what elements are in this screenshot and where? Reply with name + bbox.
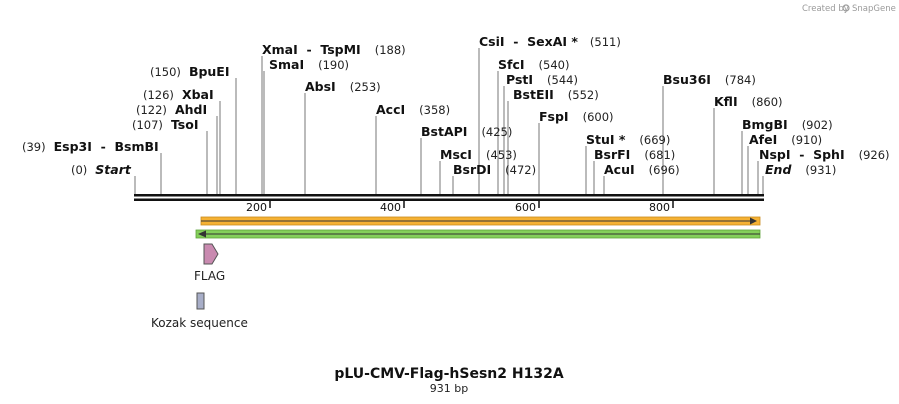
site-nspi-sphi[interactable]: NspI - SphI (926) [759,147,890,162]
snapgene-logo-icon [842,4,850,12]
tick-label: 800 [649,201,670,214]
kozak-label: Kozak sequence [151,316,248,330]
site-afei[interactable]: AfeI (910) [749,132,822,147]
kozak-feature[interactable]: Kozak sequence [151,292,248,330]
site-sfci[interactable]: SfcI (540) [498,57,569,72]
site-xmai-tspmi[interactable]: XmaI - TspMI (188) [262,42,406,57]
site-esp3i-bsmbi[interactable]: (39) Esp3I - BsmBI [22,139,159,154]
site-end[interactable]: End (931) [765,162,836,177]
tick-label: 600 [515,201,536,214]
site-absi[interactable]: AbsI (253) [305,79,381,94]
site-fspi[interactable]: FspI (600) [539,109,614,124]
logo-created-by: Created by [802,4,849,14]
site-csii-sexai[interactable]: CsiI - SexAI * (511) [479,34,621,49]
site-bsrdi[interactable]: BsrDI (472) [453,162,536,177]
tick-label: 400 [380,201,401,214]
site-bpuei[interactable]: (150) BpuEI [150,64,230,79]
restriction-sites: (0) Start (39) Esp3I - BsmBI (107) TsoI (12… [22,34,890,177]
site-kfli[interactable]: KflI (860) [714,94,783,109]
site-bsteii[interactable]: BstEII (552) [513,87,599,102]
flag-arrow-icon [203,243,219,265]
flag-feature[interactable]: FLAG [194,243,225,283]
site-ahdi[interactable]: (122) AhdI [136,102,207,117]
site-stui[interactable]: StuI * (669) [586,132,670,147]
site-bsrfi[interactable]: BsrFI (681) [594,147,675,162]
kozak-box-icon [196,292,205,310]
site-start[interactable]: (0) Start [71,162,132,177]
site-smai[interactable]: SmaI (190) [269,57,349,72]
ruler: 200 400 600 800 [246,201,674,214]
logo-brand: SnapGene [852,4,896,14]
site-acui[interactable]: AcuI (696) [604,162,680,177]
snapgene-logo: Created by SnapGene [802,4,896,14]
site-msci[interactable]: MscI (453) [440,147,517,162]
plasmid-title: pLU-CMV-Flag-hSesn2 H132A [334,366,563,382]
site-bsu36i[interactable]: Bsu36I (784) [663,72,756,87]
site-bmgbi[interactable]: BmgBI (902) [742,117,833,132]
site-leader-lines [134,48,764,194]
site-xbai[interactable]: (126) XbaI [143,87,214,102]
site-acci[interactable]: AccI (358) [376,102,450,117]
site-psti[interactable]: PstI (544) [506,72,578,87]
green-reverse-arrow[interactable] [195,229,761,239]
plasmid-length: 931 bp [430,382,468,395]
dna-backbone [134,194,764,201]
site-tsoi[interactable]: (107) TsoI [132,117,198,132]
orange-forward-arrow[interactable] [200,216,761,226]
flag-label: FLAG [194,269,225,283]
tick-label: 200 [246,201,267,214]
site-bstapi[interactable]: BstAPI (425) [421,124,512,139]
